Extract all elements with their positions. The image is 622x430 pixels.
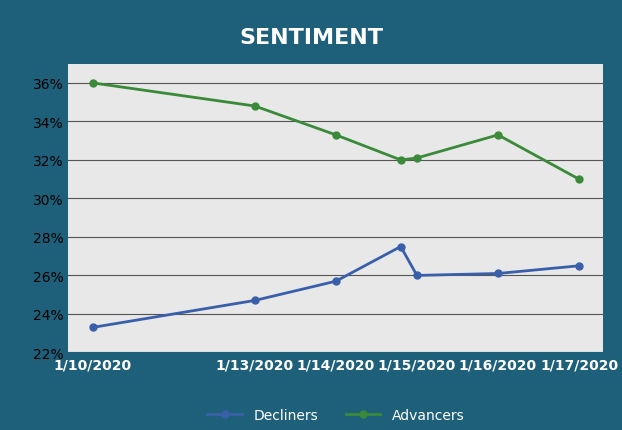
Advancers <box>413 156 420 161</box>
Line: Advancers: Advancers <box>90 80 582 183</box>
Decliners <box>494 271 502 276</box>
Advancers <box>397 158 404 163</box>
Advancers <box>575 177 583 182</box>
Decliners <box>251 298 259 303</box>
Decliners <box>575 264 583 269</box>
Decliners <box>89 325 96 330</box>
Advancers <box>332 133 340 138</box>
Decliners <box>332 279 340 284</box>
Advancers <box>251 104 259 109</box>
Advancers <box>494 133 502 138</box>
Decliners <box>413 273 420 278</box>
Decliners <box>397 244 404 249</box>
Legend: Decliners, Advancers: Decliners, Advancers <box>202 403 470 428</box>
Line: Decliners: Decliners <box>90 243 582 331</box>
Advancers <box>89 81 96 86</box>
Text: SENTIMENT: SENTIMENT <box>239 28 383 48</box>
